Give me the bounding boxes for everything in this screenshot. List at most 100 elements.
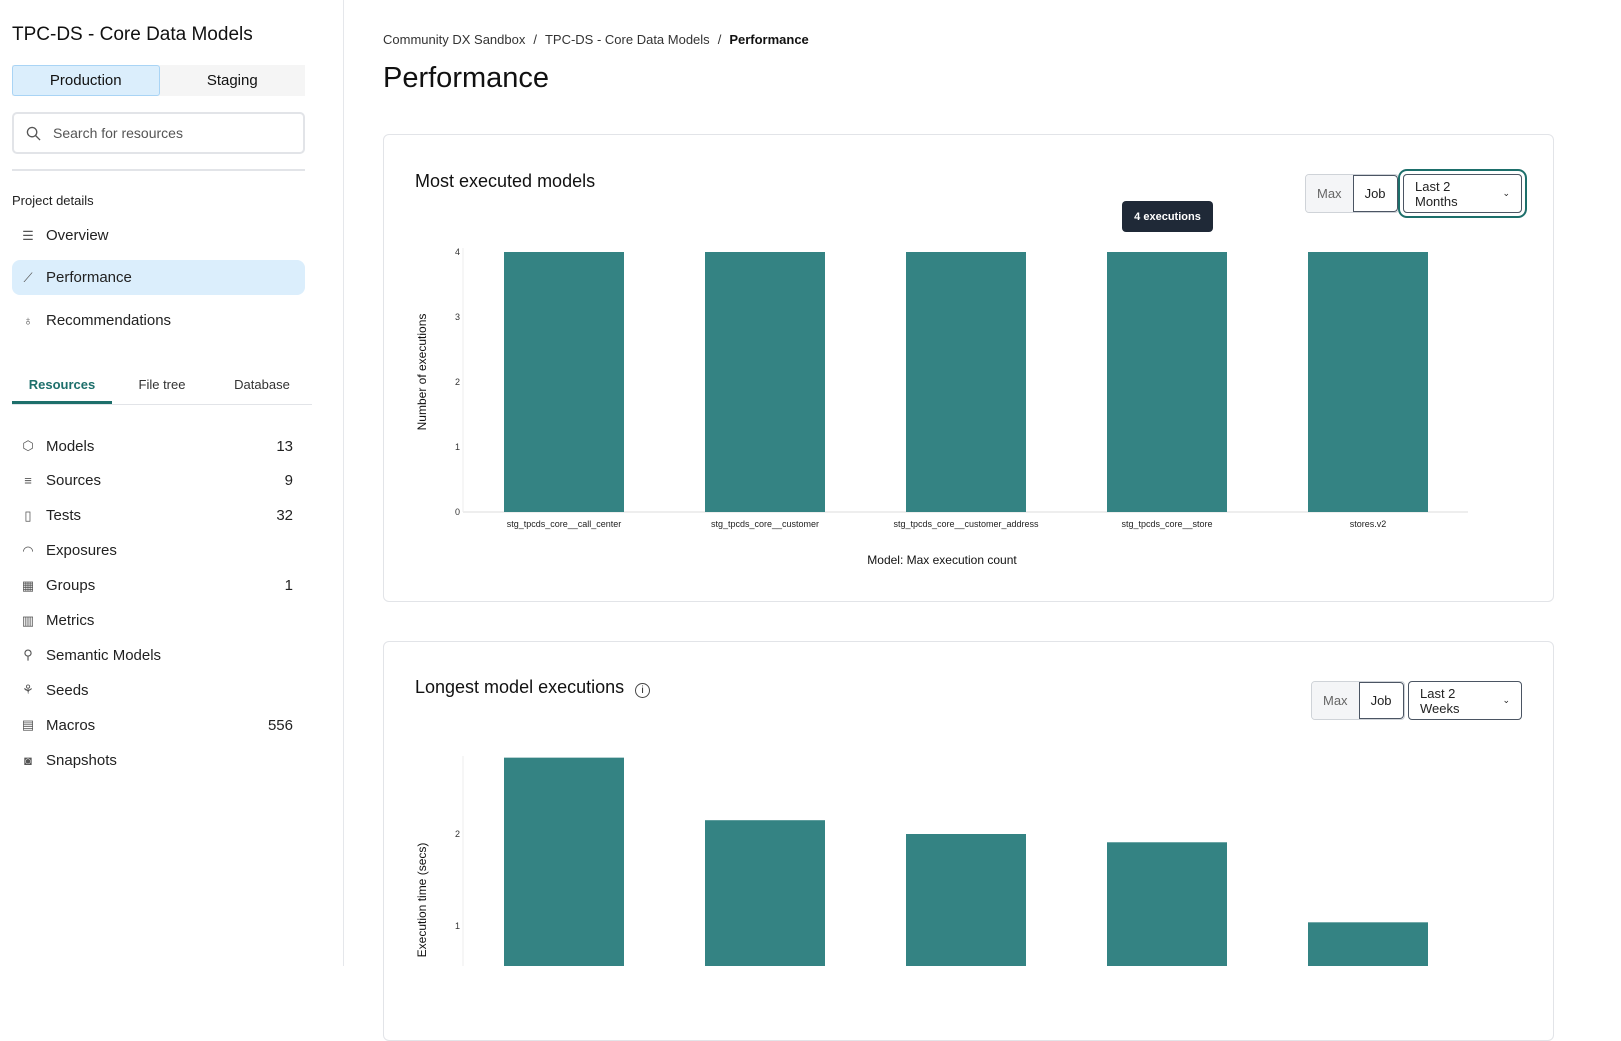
- project-details-label: Project details: [12, 193, 94, 208]
- nav-recommendations[interactable]: ♁ Recommendations: [12, 303, 305, 338]
- y-tick-label: 2: [455, 377, 460, 387]
- breadcrumb-item[interactable]: Community DX Sandbox: [383, 32, 526, 47]
- tab-database[interactable]: Database: [234, 377, 290, 392]
- x-axis-label: Model: Max execution count: [867, 553, 1017, 567]
- bar[interactable]: [705, 252, 825, 512]
- chevron-down-icon: ⌄: [1502, 695, 1510, 705]
- env-staging[interactable]: Staging: [206, 72, 258, 89]
- resource-label: Metrics: [46, 612, 95, 629]
- gauge-icon: ◠: [22, 542, 34, 558]
- resource-label: Sources: [46, 472, 102, 490]
- y-tick-label: 3: [455, 312, 460, 322]
- resource-count: 556: [267, 716, 293, 734]
- y-tick-label: 1: [455, 921, 460, 931]
- grid-icon: ▦: [21, 577, 35, 593]
- x-tick-label: stores.v2: [1350, 519, 1387, 529]
- range-dropdown[interactable]: Last 2 Weeks ⌄: [1408, 681, 1522, 720]
- sidebar-tabs: Resources File tree Database: [12, 370, 312, 405]
- search-icon: [26, 126, 41, 141]
- bar[interactable]: [906, 252, 1026, 512]
- resource-label: Models: [46, 437, 95, 455]
- search-placeholder: Search for resources: [53, 125, 183, 141]
- bar[interactable]: [1107, 842, 1227, 966]
- resource-label: Exposures: [46, 542, 117, 560]
- job-button[interactable]: Job: [1352, 175, 1398, 212]
- card-title-text: Longest model executions: [415, 677, 625, 697]
- project-title: TPC-DS - Core Data Models: [12, 24, 253, 45]
- resource-label: Semantic Models: [46, 646, 162, 664]
- x-tick-label: stg_tpcds_core__store: [1121, 519, 1212, 529]
- nav-label: Overview: [46, 227, 109, 244]
- y-tick-label: 0: [455, 507, 460, 517]
- bar[interactable]: [1107, 252, 1227, 512]
- resource-macros[interactable]: ▤ Macros 556: [20, 710, 293, 740]
- resource-label: Seeds: [46, 681, 89, 699]
- mode-toggle: Max Job: [1311, 681, 1405, 720]
- max-button[interactable]: Max: [1306, 175, 1353, 212]
- resource-snapshots[interactable]: ◙ Snapshots: [20, 745, 293, 775]
- resource-count: 1: [284, 577, 293, 595]
- document-icon: ▤: [21, 717, 35, 733]
- resource-label: Macros: [46, 716, 96, 734]
- chart-line-icon: ⟋: [23, 269, 33, 285]
- list-icon: ☰: [22, 227, 34, 243]
- tooltip: 4 executions: [1122, 201, 1213, 232]
- y-axis-label: Number of executions: [415, 314, 429, 431]
- y-axis-label: Execution time (secs): [415, 843, 429, 958]
- seedling-icon: ⚘: [22, 682, 34, 698]
- card-title: Most executed models: [415, 171, 596, 191]
- charts: 0 1 2 3 4 stg_tpcds_core__call_center stg_tpcd…: [415, 247, 1468, 966]
- range-value: Last 2 Weeks: [1420, 685, 1460, 716]
- resource-count: 9: [284, 472, 293, 490]
- resource-label: Groups: [46, 577, 96, 595]
- bar[interactable]: [1308, 922, 1428, 966]
- tab-resources[interactable]: Resources: [12, 370, 112, 404]
- resource-label: Tests: [46, 507, 82, 525]
- y-tick-label: 2: [455, 829, 460, 839]
- range-value: Last 2 Months: [1415, 178, 1458, 209]
- bar[interactable]: [1308, 252, 1428, 512]
- bar[interactable]: [906, 834, 1026, 966]
- camera-icon: ◙: [24, 752, 32, 768]
- y-tick-label: 4: [455, 247, 460, 257]
- resource-label: Snapshots: [46, 751, 117, 769]
- x-tick-label: stg_tpcds_core__customer_address: [893, 519, 1039, 529]
- mode-toggle: Max Job: [1305, 174, 1399, 213]
- nav-label: Recommendations: [46, 312, 172, 329]
- breadcrumb-current: Performance: [729, 32, 809, 47]
- page-title: Performance: [383, 62, 550, 94]
- info-icon[interactable]: i: [635, 683, 651, 698]
- resource-count: 13: [276, 437, 293, 455]
- range-dropdown[interactable]: Last 2 Months ⌄: [1403, 174, 1522, 213]
- resource-metrics[interactable]: ▥ Metrics: [20, 606, 293, 636]
- bar[interactable]: [705, 820, 825, 966]
- env-production[interactable]: Production: [12, 65, 160, 96]
- x-tick-label: stg_tpcds_core__call_center: [507, 519, 622, 529]
- nav-performance[interactable]: ⟋ Performance: [12, 260, 305, 295]
- resource-tests[interactable]: ▯ Tests 32: [20, 501, 293, 531]
- nav-label: Performance: [46, 269, 132, 286]
- resource-groups[interactable]: ▦ Groups 1: [20, 571, 293, 601]
- job-button[interactable]: Job: [1358, 682, 1404, 719]
- resource-exposures[interactable]: ◠ Exposures: [20, 536, 293, 566]
- bar[interactable]: [504, 757, 624, 966]
- most-executed-card: Most executed models: [383, 134, 1554, 602]
- max-button[interactable]: Max: [1312, 682, 1359, 719]
- resource-sources[interactable]: ≡ Sources 9: [20, 466, 293, 496]
- resource-semantic-models[interactable]: ⚲ Semantic Models: [20, 640, 293, 670]
- tab-file-tree[interactable]: File tree: [138, 377, 186, 392]
- search-input[interactable]: Search for resources: [12, 112, 305, 154]
- clipboard-icon: ▯: [24, 507, 32, 523]
- lightbulb-icon: ♁: [23, 313, 33, 328]
- breadcrumb: Community DX Sandbox / TPC-DS - Core Data…: [383, 32, 809, 47]
- resource-models[interactable]: ⬡ Models 13: [20, 431, 293, 461]
- breadcrumb-item[interactable]: TPC-DS - Core Data Models: [544, 32, 710, 47]
- bar-chart-icon: ▥: [21, 612, 35, 628]
- nav-overview[interactable]: ☰ Overview: [12, 218, 305, 253]
- bar[interactable]: [504, 252, 624, 512]
- y-tick-label: 1: [455, 442, 460, 452]
- sidebar: TPC-DS - Core Data Models Production Sta…: [0, 0, 344, 966]
- x-tick-label: stg_tpcds_core__customer: [711, 519, 819, 529]
- divider: [12, 169, 305, 171]
- resource-seeds[interactable]: ⚘ Seeds: [20, 675, 293, 705]
